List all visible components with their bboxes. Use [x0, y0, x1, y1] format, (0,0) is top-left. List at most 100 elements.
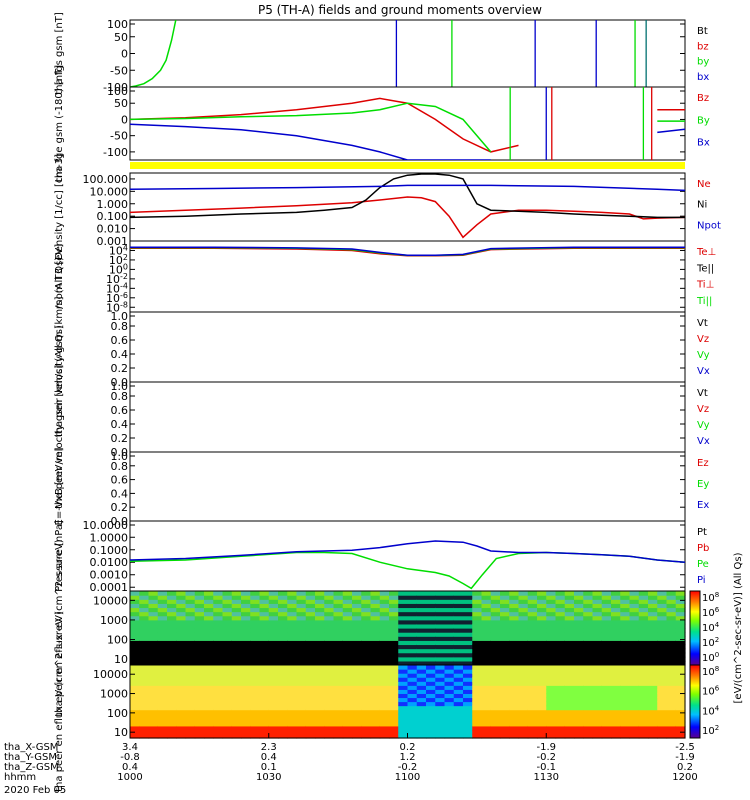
spectrogram-cell	[167, 599, 177, 604]
spectrogram-cell	[370, 595, 381, 600]
spectrogram-cell	[601, 673, 612, 678]
spectrogram-cell	[648, 644, 658, 650]
spectrogram-cell	[241, 697, 251, 703]
spectrogram-cell	[463, 697, 473, 703]
panel-frame	[129, 451, 686, 522]
spectrogram-cell	[490, 685, 501, 690]
spectrogram-cell	[139, 665, 150, 670]
spectrogram-cell	[518, 644, 529, 650]
spectrogram-cell	[435, 611, 446, 617]
spectrogram-cell	[574, 697, 584, 703]
spectrogram-cell	[666, 677, 677, 682]
spectrogram-cell	[287, 665, 298, 670]
spectrogram-cell	[537, 717, 547, 723]
spectrogram-cell	[287, 656, 298, 662]
spectrogram-cell	[638, 713, 649, 719]
spectrogram-cell	[527, 713, 538, 719]
spectrogram-cell	[268, 640, 279, 646]
spectrogram-cell	[287, 685, 298, 690]
spectrogram-cell	[555, 644, 566, 650]
spectrogram-cell	[555, 636, 566, 641]
spectrogram-cell	[463, 669, 473, 674]
spectrogram-cell	[601, 693, 612, 699]
spectrogram-cell	[444, 591, 455, 596]
spectrogram-cell	[564, 693, 575, 699]
spectrogram-cell	[611, 733, 621, 739]
spectrogram-cell	[675, 623, 686, 629]
spectrogram-cell	[444, 693, 455, 699]
spectrogram-cell	[333, 729, 344, 735]
spectrogram-cell	[361, 652, 372, 658]
spectrogram-cell	[546, 628, 557, 633]
spectrogram-cell	[509, 599, 520, 604]
spectrogram-cell	[315, 611, 325, 617]
spectrogram-cell	[342, 611, 353, 617]
spectrogram-cell	[592, 733, 603, 739]
spectrogram-cell	[268, 733, 279, 739]
spectrogram-cell	[333, 697, 344, 703]
spectrogram-cell	[518, 673, 529, 678]
spectrogram-cell	[148, 729, 159, 735]
spectrogram-cell	[546, 632, 557, 637]
spectrogram-cell	[453, 619, 464, 625]
spectrogram-cell	[305, 733, 316, 739]
spectrogram-cell	[213, 640, 224, 646]
spectrogram-cell	[287, 697, 298, 703]
spectrogram-cell	[157, 632, 168, 637]
spectrogram-cell	[490, 640, 501, 646]
x-row-value: 0.1	[261, 762, 277, 773]
spectrogram-cell	[583, 673, 594, 678]
spectrogram-cell	[555, 697, 566, 703]
spectrogram-cell	[675, 733, 686, 739]
spectrogram-cell	[500, 628, 510, 633]
spectrogram-cell	[324, 729, 335, 735]
spectrogram-cell	[583, 591, 594, 596]
spectrogram-cell	[352, 705, 362, 711]
spectrogram-cell	[296, 611, 307, 617]
spectrogram-cell	[315, 636, 325, 641]
spectrogram-cell	[638, 603, 649, 609]
spectrogram-cell	[315, 685, 325, 690]
spectrogram-cell	[546, 656, 557, 662]
spectrogram-cell	[259, 648, 270, 654]
spectrogram-cell	[278, 697, 288, 703]
spectrogram-cell	[352, 636, 362, 641]
spectrogram-cell	[527, 725, 538, 731]
spectrogram-cell	[481, 701, 492, 707]
spectrogram-cell	[481, 665, 492, 670]
spectrogram-cell	[167, 615, 177, 621]
spectrogram-cell	[370, 611, 381, 617]
spectrogram-cell	[537, 599, 547, 604]
spectrogram-cell	[231, 729, 242, 735]
spectrogram-cell	[398, 697, 409, 703]
spectrogram-cell	[574, 709, 584, 715]
x-row-value: 1200	[672, 772, 697, 783]
spectrogram-cell	[268, 673, 279, 678]
spectrogram-cell	[389, 689, 399, 694]
spectrogram-cell	[620, 717, 631, 723]
spectrogram-cell	[638, 717, 649, 723]
spectrogram-cell	[379, 648, 390, 654]
spectrogram-cell	[241, 595, 251, 600]
spectrogram-cell	[546, 721, 557, 727]
spectrogram-cell	[555, 677, 566, 682]
spectrogram-cell	[444, 669, 455, 674]
spectrogram-cell	[139, 595, 150, 600]
spectrogram-cell	[194, 689, 205, 694]
spectrogram-cell	[657, 693, 668, 699]
spectrogram-cell	[333, 603, 344, 609]
spectrogram-cell	[638, 623, 649, 629]
spectrogram-cell	[370, 733, 381, 739]
spectrogram-cell	[148, 611, 159, 617]
spectrogram-cell	[453, 721, 464, 727]
spectrogram-cell	[278, 611, 288, 617]
spectrogram-cell	[518, 689, 529, 694]
spectrogram-cell	[481, 729, 492, 735]
legend-entry: Vt	[697, 388, 708, 399]
spectrogram-cell	[648, 623, 658, 629]
spectrogram-cell	[185, 721, 196, 727]
spectrogram-cell	[194, 640, 205, 646]
spectrogram-cell	[296, 619, 307, 625]
spectrogram-cell	[139, 636, 150, 641]
